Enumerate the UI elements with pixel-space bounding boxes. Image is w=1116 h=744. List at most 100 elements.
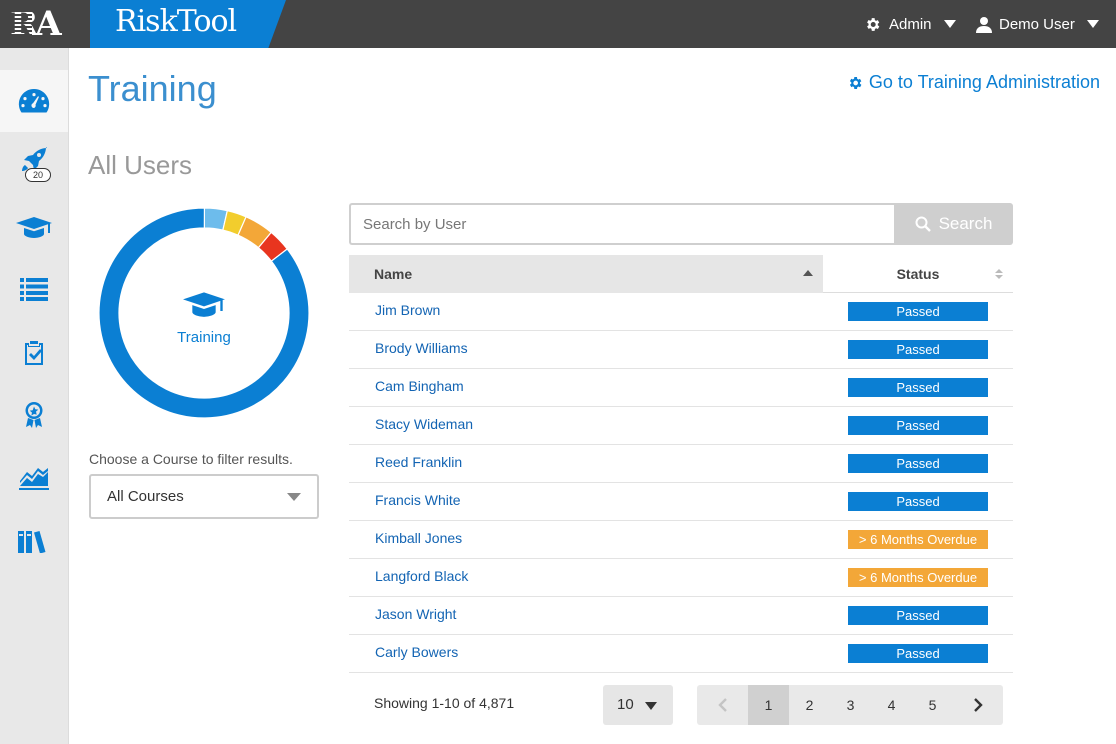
table-row: Jason Wright Passed xyxy=(349,597,1013,635)
admin-menu[interactable]: Admin xyxy=(864,0,956,48)
user-icon xyxy=(976,16,992,33)
status-cell: Passed xyxy=(823,597,1013,634)
sidebar-item-dashboard[interactable] xyxy=(0,70,68,132)
admin-menu-label: Admin xyxy=(889,15,932,33)
sort-asc-icon xyxy=(803,270,813,276)
dashboard-icon xyxy=(18,88,50,113)
status-cell: Passed xyxy=(823,445,1013,482)
status-cell: Passed xyxy=(823,635,1013,672)
table-row: Brody Williams Passed xyxy=(349,331,1013,369)
pagination-page-2[interactable]: 2 xyxy=(805,697,814,713)
sidebar-item-assessments[interactable] xyxy=(0,322,68,384)
pagination-page-5[interactable]: 5 xyxy=(928,697,937,713)
user-name-link[interactable]: Reed Franklin xyxy=(375,454,463,470)
table-row: Jim Brown Passed xyxy=(349,293,1013,331)
status-cell: > 6 Months Overdue xyxy=(823,521,1013,558)
donut-center: Training xyxy=(99,290,309,346)
status-badge: Passed xyxy=(848,340,988,359)
user-name-link[interactable]: Stacy Wideman xyxy=(375,416,474,432)
user-menu[interactable]: Demo User xyxy=(976,0,1099,48)
status-badge: Passed xyxy=(848,606,988,625)
sidebar-badge: 20 xyxy=(25,168,51,182)
table-row: Stacy Wideman Passed xyxy=(349,407,1013,445)
pagination-next-button[interactable] xyxy=(953,685,1003,725)
table-row: Langford Black > 6 Months Overdue xyxy=(349,559,1013,597)
pagination-page-1[interactable]: 1 xyxy=(748,685,789,725)
user-name-link[interactable]: Langford Black xyxy=(375,568,469,584)
showing-count: Showing 1-10 of 4,871 xyxy=(374,695,515,711)
pagination-prev-button[interactable] xyxy=(697,685,748,725)
status-cell: Passed xyxy=(823,293,1013,330)
column-header-status[interactable]: Status xyxy=(823,255,1013,293)
status-cell: Passed xyxy=(823,369,1013,406)
status-cell: Passed xyxy=(823,483,1013,520)
pagination-page-4[interactable]: 4 xyxy=(887,697,896,713)
chevron-down-icon xyxy=(645,702,657,710)
sidebar-item-lists[interactable] xyxy=(0,258,68,320)
donut-svg xyxy=(98,207,310,419)
status-cell: Passed xyxy=(823,407,1013,444)
search-button-label: Search xyxy=(938,214,993,233)
sidebar-item-projects[interactable]: 20 xyxy=(0,134,68,196)
status-badge: > 6 Months Overdue xyxy=(848,530,988,549)
section-title: All Users xyxy=(88,150,193,180)
column-header-status-label: Status xyxy=(896,266,940,282)
user-name-link[interactable]: Cam Bingham xyxy=(375,378,464,394)
search-button[interactable]: Search xyxy=(894,203,1013,245)
status-badge: Passed xyxy=(848,492,988,511)
brand-name: RiskTool xyxy=(115,4,237,39)
status-badge: Passed xyxy=(848,378,988,397)
clipboard-check-icon xyxy=(25,341,43,365)
logo-hatch xyxy=(10,10,32,40)
status-badge: Passed xyxy=(848,302,988,321)
status-cell: > 6 Months Overdue xyxy=(823,559,1013,596)
training-donut-chart: Training xyxy=(98,207,310,419)
donut-center-label: Training xyxy=(177,329,231,346)
per-page-value: 10 xyxy=(617,696,634,713)
column-header-name-label: Name xyxy=(374,266,413,282)
rocket-icon xyxy=(22,147,47,171)
table-row: Reed Franklin Passed xyxy=(349,445,1013,483)
ra-logo[interactable]: RA xyxy=(10,4,72,44)
user-name-link[interactable]: Brody Williams xyxy=(375,340,468,356)
user-name-link[interactable]: Jim Brown xyxy=(375,302,441,318)
status-badge: Passed xyxy=(848,454,988,473)
chevron-down-icon xyxy=(1086,20,1099,28)
training-admin-link[interactable]: Go to Training Administration xyxy=(847,72,1100,93)
training-admin-link-label: Go to Training Administration xyxy=(868,72,1100,92)
award-ribbon-icon xyxy=(25,402,43,428)
chevron-right-icon xyxy=(974,698,983,712)
sidebar-item-training[interactable] xyxy=(0,196,68,258)
donut-segment[interactable] xyxy=(98,207,310,419)
search-icon xyxy=(915,216,931,232)
sidebar-item-library[interactable] xyxy=(0,510,68,572)
per-page-select[interactable]: 10 xyxy=(603,685,673,725)
users-table: Name Status Jim Brown Passed Brody William… xyxy=(349,255,1013,673)
brand-logo[interactable]: RiskTool xyxy=(90,0,286,48)
sidebar-item-certifications[interactable] xyxy=(0,384,68,446)
status-badge: > 6 Months Overdue xyxy=(848,568,988,587)
course-filter-label: Choose a Course to filter results. xyxy=(89,451,293,467)
pagination-page-3[interactable]: 3 xyxy=(846,697,855,713)
table-row: Carly Bowers Passed xyxy=(349,635,1013,673)
user-name-link[interactable]: Carly Bowers xyxy=(375,644,459,660)
user-name-link[interactable]: Francis White xyxy=(375,492,461,508)
course-select-value: All Courses xyxy=(107,488,184,505)
search-input[interactable] xyxy=(349,203,895,245)
column-header-name[interactable]: Name xyxy=(349,255,823,293)
chevron-left-icon xyxy=(717,698,727,712)
page-title: Training xyxy=(88,68,217,109)
table-row: Francis White Passed xyxy=(349,483,1013,521)
sort-icon xyxy=(995,269,1003,279)
sidebar-item-reports[interactable] xyxy=(0,448,68,510)
top-bar: RA RiskTool Admin Demo User xyxy=(0,0,1116,48)
graduation-cap-icon xyxy=(16,217,52,238)
table-row: Kimball Jones > 6 Months Overdue xyxy=(349,521,1013,559)
course-select[interactable]: All Courses xyxy=(89,474,319,519)
user-name-link[interactable]: Jason Wright xyxy=(375,606,457,622)
chevron-down-icon xyxy=(287,493,301,501)
status-badge: Passed xyxy=(848,644,988,663)
gear-icon xyxy=(867,17,880,31)
user-name-link[interactable]: Kimball Jones xyxy=(375,530,463,546)
